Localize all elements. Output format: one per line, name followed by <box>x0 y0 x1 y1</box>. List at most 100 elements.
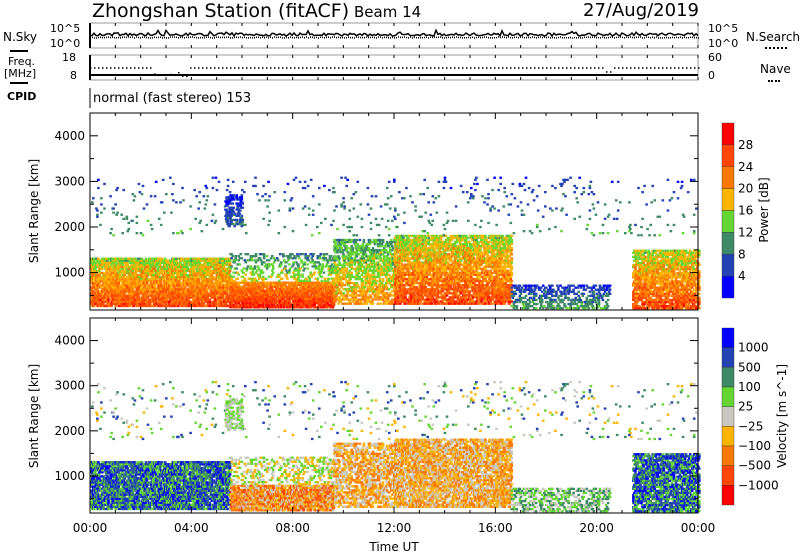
echo-cell <box>94 268 97 270</box>
echo-cell <box>102 303 105 305</box>
echo-cell <box>273 261 276 263</box>
echo-cell <box>255 261 258 263</box>
nsearch-dots <box>90 37 699 38</box>
echo-cell <box>297 263 300 265</box>
echo-cell <box>163 278 166 280</box>
echo-cell <box>165 303 168 305</box>
echo-cell <box>175 260 178 262</box>
echo-cell <box>207 297 210 299</box>
echo-cell <box>338 296 341 298</box>
echo-cell <box>271 288 274 290</box>
echo-cell <box>334 300 337 302</box>
echo-cell <box>343 243 346 245</box>
echo-cell <box>221 282 224 284</box>
echo-cell <box>126 262 129 264</box>
echo-cell <box>355 241 358 243</box>
echo-cell <box>389 251 392 253</box>
echo-cell <box>389 282 392 284</box>
echo-cell <box>288 257 291 259</box>
echo-cell <box>333 278 336 280</box>
echo-cell <box>256 284 259 286</box>
echo-cell <box>275 294 278 296</box>
echo-cell <box>271 255 274 257</box>
echo-cell <box>362 282 365 284</box>
echo-cell <box>339 264 342 266</box>
echo-cell <box>258 302 261 304</box>
echo-cell <box>106 270 109 272</box>
echo-cell <box>149 303 152 305</box>
echo-cell <box>345 245 348 247</box>
echo-cell <box>363 266 366 268</box>
echo-cell <box>123 274 126 276</box>
echo-cell <box>294 267 297 269</box>
echo-cell <box>345 249 348 251</box>
echo-cell <box>325 265 328 267</box>
echo-cell <box>378 276 381 278</box>
echo-cell <box>96 303 99 305</box>
echo-cell <box>363 288 366 290</box>
echo-cell <box>325 257 328 259</box>
echo-cell <box>251 259 254 261</box>
echo-cell <box>345 255 348 257</box>
echo-cell <box>362 255 365 257</box>
echo-cell <box>386 255 389 257</box>
echo-cell <box>291 265 294 267</box>
echo-cell <box>110 270 113 272</box>
echo-cell <box>385 300 388 302</box>
echo-cell <box>303 267 306 269</box>
echo-cell <box>300 259 303 261</box>
echo-cell <box>349 241 352 243</box>
echo-cell <box>178 280 181 282</box>
echo-cell <box>339 290 342 292</box>
echo-cell <box>285 276 288 278</box>
echo-cell <box>382 278 385 280</box>
echo-cell <box>372 286 375 288</box>
echo-cell <box>297 288 300 290</box>
echo-cell <box>261 263 264 265</box>
echo-cell <box>262 288 265 290</box>
echo-cell <box>350 266 353 268</box>
echo-cell <box>222 297 225 299</box>
echo-cell <box>342 292 345 294</box>
echo-cell <box>375 298 378 300</box>
echo-cell <box>209 268 212 270</box>
echo-cell <box>297 265 300 267</box>
echo-cell <box>230 265 233 267</box>
echo-cell <box>141 258 144 260</box>
echo-cell <box>237 284 240 286</box>
echo-cell <box>334 241 337 243</box>
echo-cell <box>382 253 385 255</box>
echo-cell <box>362 280 365 282</box>
echo-cell <box>242 276 245 278</box>
echo-cell <box>184 286 187 288</box>
echo-cell <box>271 263 274 265</box>
echo-cell <box>357 274 360 276</box>
echo-cell <box>255 253 258 255</box>
echo-cell <box>256 280 259 282</box>
echo-cell <box>298 257 301 259</box>
echo-cell <box>370 294 373 296</box>
echo-cell <box>271 269 274 271</box>
echo-cell <box>364 300 367 302</box>
echo-cell <box>383 247 386 249</box>
echo-cell <box>255 272 258 274</box>
echo-cell <box>306 263 309 265</box>
echo-cell <box>348 280 351 282</box>
echo-cell <box>95 262 98 264</box>
echo-cell <box>334 296 337 298</box>
echo-cell <box>146 292 149 294</box>
echo-cell <box>320 272 323 274</box>
echo-cell <box>321 276 324 278</box>
echo-cell <box>362 243 365 245</box>
echo-cell <box>345 296 348 298</box>
echo-cell <box>354 298 357 300</box>
echo-cell <box>244 278 247 280</box>
echo-cell <box>311 259 314 261</box>
echo-cell <box>366 278 369 280</box>
echo-cell <box>355 288 358 290</box>
echo-cell <box>371 300 374 302</box>
echo-cell <box>118 274 121 276</box>
echo-cell <box>146 276 149 278</box>
echo-cell <box>283 298 286 300</box>
echo-cell <box>225 303 228 305</box>
